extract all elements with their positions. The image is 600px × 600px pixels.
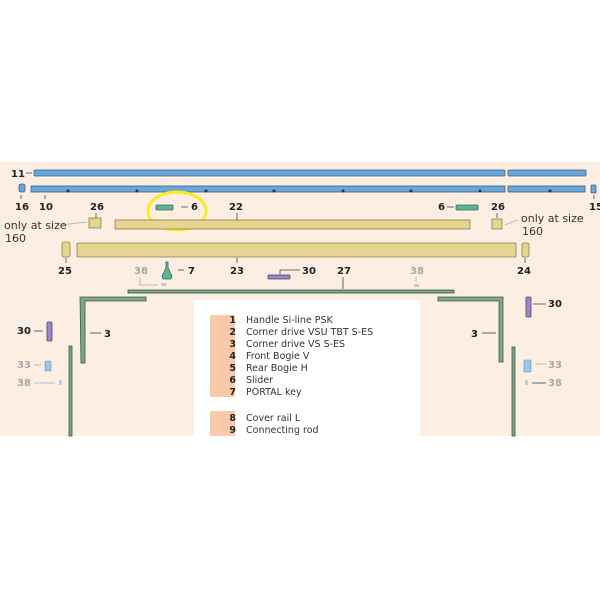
label-15: 15: [589, 202, 600, 213]
legend-item-name: Front Bogie V: [246, 351, 310, 362]
legend-item-number: 3: [229, 339, 236, 350]
part-26-left[interactable]: [88, 217, 102, 229]
connecting-rod-right[interactable]: [511, 346, 516, 437]
legend-item-name: Corner drive VS S-ES: [246, 339, 345, 350]
note-right-line1: only at size: [521, 212, 584, 225]
label-38-a: 38: [134, 266, 148, 277]
label-6-right: 6: [438, 202, 445, 213]
legend-item-number: 5: [229, 363, 236, 374]
legend-item-name: Connecting rod: [246, 425, 319, 436]
part-26-right[interactable]: [491, 218, 503, 230]
part-38-left[interactable]: [59, 380, 62, 385]
note-right-line2: 160: [522, 225, 543, 238]
part-25-end-cap[interactable]: [61, 241, 71, 258]
legend-item-name: Slider: [246, 375, 273, 386]
part-6-slider-right[interactable]: [455, 204, 479, 211]
label-27: 27: [337, 266, 351, 277]
part-6-slider-left[interactable]: [155, 204, 174, 211]
parts-legend: 1 Handle Si-line PSK 2 Corner drive VSU TBT…: [194, 300, 420, 436]
note-left-line1: only at size: [4, 219, 67, 232]
label-25: 25: [58, 266, 72, 277]
part-23-cover[interactable]: [76, 242, 517, 258]
part-38-right[interactable]: [525, 380, 528, 385]
legend-stripe-1: [210, 315, 235, 397]
part-3-corner-drive-left[interactable]: [79, 296, 147, 364]
legend-item-number: 8: [229, 413, 236, 424]
part-10-rail[interactable]: [30, 185, 506, 193]
part-10-rail-end[interactable]: [507, 185, 586, 193]
legend-item-name: Rear Bogie H: [246, 363, 308, 374]
part-11-cover-rail[interactable]: [33, 169, 506, 177]
legend-item-number: 6: [229, 375, 236, 386]
legend-item-number: 4: [229, 351, 236, 362]
label-16: 16: [15, 202, 29, 213]
part-30-right[interactable]: [525, 296, 532, 318]
legend-item-number: 7: [229, 387, 236, 398]
part-30-left[interactable]: [46, 321, 53, 342]
label-11: 11: [11, 169, 25, 180]
label-22: 22: [229, 202, 243, 213]
label-23: 23: [230, 266, 244, 277]
part-30-top[interactable]: [267, 274, 291, 280]
label-26-right: 26: [491, 202, 505, 213]
legend-item-number: 2: [229, 327, 236, 338]
label-38-b: 38: [410, 266, 424, 277]
part-38-b[interactable]: [414, 284, 419, 287]
label-30-right: 30: [548, 299, 562, 310]
legend-item-name: PORTAL key: [246, 387, 302, 398]
part-15-end-cap[interactable]: [590, 184, 597, 194]
label-38-left: 38: [17, 378, 31, 389]
part-24-end-cap[interactable]: [521, 242, 530, 258]
part-11-cover-rail-end[interactable]: [507, 169, 587, 177]
connecting-rod-top[interactable]: [127, 289, 455, 294]
label-30-top: 30: [302, 266, 316, 277]
legend-item-number: 9: [229, 425, 236, 436]
label-38-right: 38: [548, 378, 562, 389]
part-16-end-cap[interactable]: [18, 183, 26, 193]
part-33-right[interactable]: [523, 359, 532, 373]
label-3-right: 3: [471, 329, 478, 340]
label-3-left: 3: [104, 329, 111, 340]
part-3-corner-drive-right[interactable]: [437, 296, 504, 363]
legend-item-number: 1: [229, 315, 236, 326]
note-left-line2: 160: [5, 232, 26, 245]
part-22-rail[interactable]: [114, 219, 471, 230]
label-33-right: 33: [548, 360, 562, 371]
label-30-left: 30: [17, 326, 31, 337]
label-24: 24: [517, 266, 531, 277]
connecting-rod-left[interactable]: [68, 345, 73, 437]
legend-item-name: Corner drive VSU TBT S-ES: [246, 327, 373, 338]
label-6-left: 6: [191, 202, 198, 213]
legend-item-name: Cover rail L: [246, 413, 301, 424]
label-26-left: 26: [90, 202, 104, 213]
label-10: 10: [39, 202, 53, 213]
part-38-a[interactable]: [161, 283, 166, 286]
legend-stripe-2: [210, 411, 235, 436]
label-7: 7: [188, 266, 195, 277]
label-33-left: 33: [17, 360, 31, 371]
legend-item-name: Handle Si-line PSK: [246, 315, 334, 326]
part-7-portal-key[interactable]: [161, 261, 173, 280]
part-33-left[interactable]: [44, 360, 52, 372]
highlight-circle: [146, 190, 208, 232]
